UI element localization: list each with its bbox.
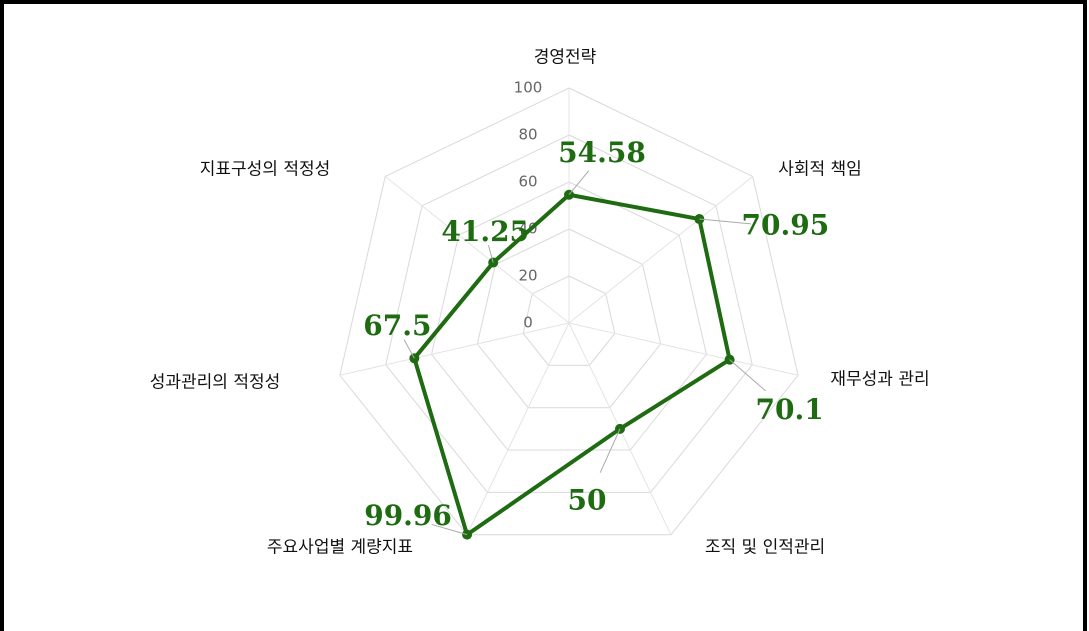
grid-ring [339, 87, 799, 536]
category-label: 주요사업별 계량지표 [267, 538, 413, 558]
data-label: 50 [567, 483, 606, 516]
data-label: 99.96 [364, 499, 452, 532]
grid-ring [476, 228, 662, 409]
tick-label: 20 [518, 267, 537, 285]
leader-line [403, 339, 415, 359]
tick-label: 80 [518, 126, 537, 144]
leader-line [568, 170, 590, 196]
category-label: 재무성과 관리 [830, 370, 929, 390]
spoke [568, 176, 754, 324]
spoke [568, 322, 799, 376]
category-label: 사회적 책임 [778, 160, 862, 180]
category-label: 경영전략 [534, 48, 597, 68]
category-label: 지표구성의 적정성 [200, 160, 331, 180]
grid-ring [385, 134, 753, 493]
leader-line [487, 245, 494, 263]
tick-label: 100 [514, 79, 543, 97]
tick-label: 0 [523, 314, 533, 332]
data-label: 41.25 [441, 215, 529, 248]
data-line [412, 192, 732, 537]
category-label: 조직 및 인적관리 [705, 538, 825, 558]
tick-label: 60 [518, 173, 537, 191]
data-label: 54.58 [558, 136, 646, 169]
spoke [339, 322, 570, 376]
leader-line [699, 218, 752, 225]
grid-ring [522, 275, 616, 366]
category-label: 성과관리의 적정성 [150, 373, 281, 393]
data-label: 70.1 [756, 393, 824, 426]
leader-line [729, 359, 766, 392]
tick-label: 40 [518, 220, 537, 238]
data-label: 70.95 [742, 209, 830, 242]
data-label: 67.5 [363, 309, 431, 342]
spoke [466, 322, 570, 535]
leader-line [599, 428, 621, 473]
leader-line [431, 523, 468, 536]
grid-ring [430, 181, 708, 451]
spoke [384, 176, 570, 324]
